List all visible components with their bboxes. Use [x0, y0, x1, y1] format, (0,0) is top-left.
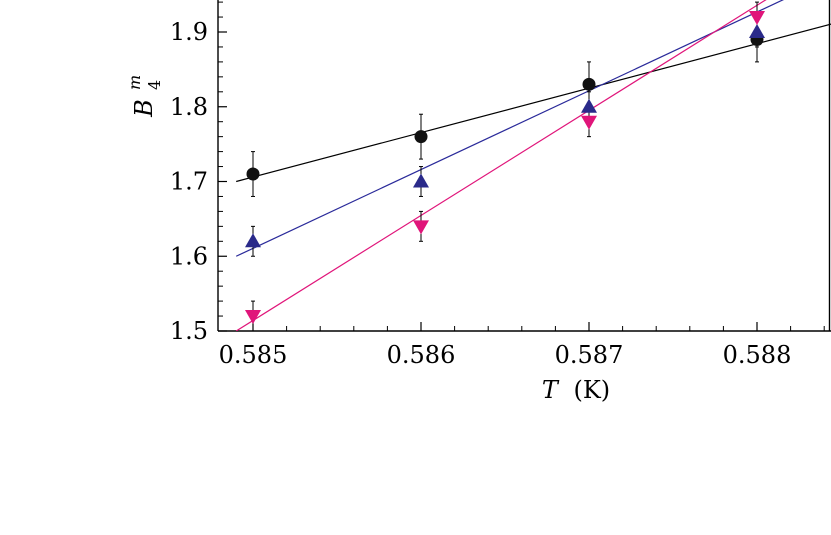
y-axis-label-symbol: B [130, 99, 158, 118]
y-tick-label: 1.6 [170, 242, 208, 270]
y-tick-label: 1.5 [170, 317, 208, 345]
data-point-triangle-down [749, 11, 765, 26]
data-point-triangle-down [413, 220, 429, 235]
y-tick-label: 1.9 [170, 18, 208, 46]
series-2-fit-line [235, 0, 784, 257]
axes: 0.585 0.586 0.587 0.588 1.5 1.6 1.7 1.8 1.9 [170, 0, 831, 369]
fit-lines [235, 0, 831, 331]
series-1-fit-line [236, 23, 831, 183]
data-point-triangle-up [413, 173, 429, 188]
data-point-triangle-up [245, 233, 261, 248]
x-tick-label: 0.587 [555, 341, 624, 369]
data-point-circle [246, 167, 260, 181]
y-axis-label-superscript: m [125, 75, 144, 90]
y-axis-label-subscript: 4 [145, 80, 164, 90]
data-point-triangle-down [245, 310, 261, 325]
x-tick-label: 0.585 [219, 341, 288, 369]
x-axis-label-unit: (K) [574, 376, 611, 404]
x-tick-label: 0.586 [387, 341, 456, 369]
x-axis-label-symbol: T [542, 376, 560, 404]
data-point-circle [582, 77, 596, 91]
series-3-fit-line [235, 0, 767, 331]
y-axis-label: B m 4 [125, 75, 164, 118]
x-axis-label: T (K) [542, 376, 610, 404]
y-tick-label: 1.8 [170, 93, 208, 121]
data-point-triangle-up [749, 24, 765, 38]
markers [245, 11, 765, 325]
data-point-triangle-down [581, 115, 597, 130]
x-tick-label: 0.588 [723, 341, 792, 369]
data-point-circle [414, 130, 428, 144]
y-tick-label: 1.7 [170, 168, 208, 196]
data-point-triangle-up [581, 98, 597, 113]
